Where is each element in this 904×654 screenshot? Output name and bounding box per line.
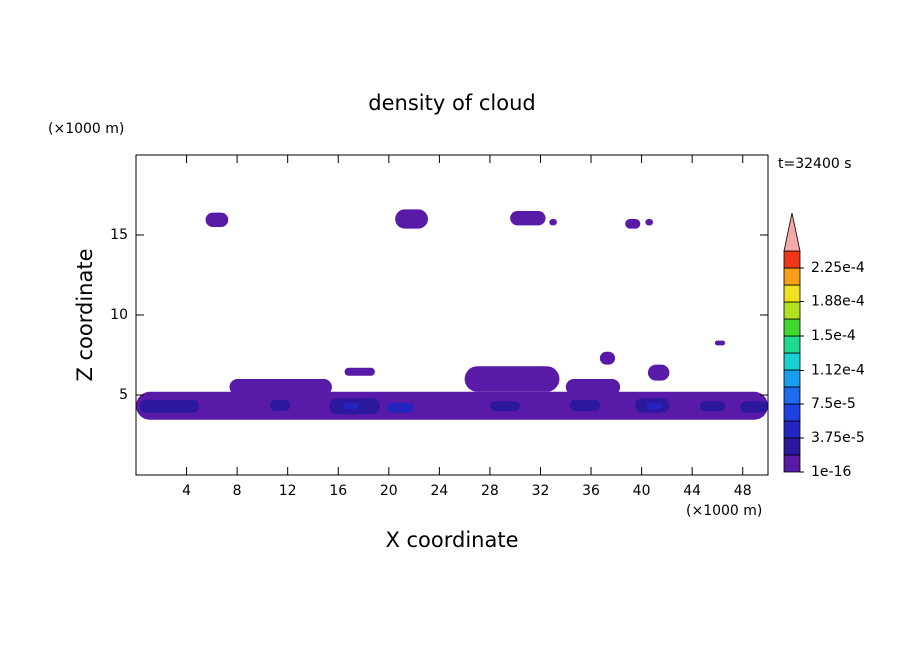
contour-region bbox=[343, 403, 359, 410]
contour-region bbox=[229, 379, 332, 395]
contour-region bbox=[647, 364, 670, 381]
contour-region bbox=[714, 340, 726, 346]
y-unit: (×1000 m) bbox=[48, 121, 124, 137]
contour-region bbox=[344, 367, 375, 376]
colorbar-box bbox=[783, 352, 801, 371]
colorbar-box bbox=[783, 301, 801, 320]
x-tick-label: 28 bbox=[481, 483, 499, 499]
colorbar-box bbox=[783, 437, 801, 456]
colorbar-tick-label: 1.12e-4 bbox=[811, 362, 865, 378]
colorbar-tick-label: 3.75e-5 bbox=[811, 430, 865, 446]
contour-region bbox=[569, 399, 600, 411]
x-tick-label: 44 bbox=[683, 483, 701, 499]
plot-frame bbox=[135, 154, 769, 476]
colorbar-box bbox=[783, 420, 801, 439]
x-tick-label: 16 bbox=[329, 483, 347, 499]
contour-region bbox=[510, 211, 546, 226]
x-tick-label: 40 bbox=[633, 483, 651, 499]
colorbar-extension bbox=[783, 212, 801, 252]
contour-region bbox=[269, 399, 291, 411]
x-axis-label: X coordinate bbox=[385, 528, 518, 552]
y-tick-label: 5 bbox=[119, 387, 128, 403]
contour-region bbox=[565, 379, 621, 395]
contour-region bbox=[136, 391, 768, 420]
colorbar-tick-label: 1.5e-4 bbox=[811, 328, 856, 344]
contour-region bbox=[386, 403, 415, 413]
contour-region bbox=[549, 219, 557, 226]
x-unit: (×1000 m) bbox=[686, 503, 762, 519]
y-axis-label: Z coordinate bbox=[73, 248, 97, 381]
colorbar-box bbox=[783, 250, 801, 269]
contour-region bbox=[625, 219, 641, 229]
contour-region bbox=[139, 399, 200, 413]
x-tick-label: 48 bbox=[734, 483, 752, 499]
y-tick-label: 10 bbox=[110, 307, 128, 323]
colorbar-box bbox=[783, 318, 801, 337]
x-tick-label: 12 bbox=[279, 483, 297, 499]
x-tick-label: 24 bbox=[430, 483, 448, 499]
colorbar-tick-label: 1e-16 bbox=[811, 464, 851, 480]
contour-region bbox=[645, 219, 653, 226]
colorbar-box bbox=[783, 454, 801, 473]
chart-title: density of cloud bbox=[368, 91, 535, 115]
contour-region bbox=[646, 403, 662, 410]
contour-region bbox=[205, 212, 229, 227]
subtitle: t=32400 s bbox=[778, 156, 852, 172]
x-tick-label: 8 bbox=[233, 483, 242, 499]
y-tick-label: 15 bbox=[110, 227, 128, 243]
x-tick-label: 36 bbox=[582, 483, 600, 499]
colorbar-box bbox=[783, 403, 801, 422]
contour-region bbox=[489, 401, 521, 411]
contour-region bbox=[395, 209, 428, 229]
contour-region bbox=[599, 351, 616, 365]
x-tick-label: 20 bbox=[380, 483, 398, 499]
colorbar-box bbox=[783, 267, 801, 286]
x-tick-label: 4 bbox=[182, 483, 191, 499]
colorbar-tick-label: 2.25e-4 bbox=[811, 260, 865, 276]
colorbar-box bbox=[783, 386, 801, 405]
colorbar-tick-label: 7.5e-5 bbox=[811, 396, 856, 412]
contour-region bbox=[464, 366, 560, 392]
contour-region bbox=[699, 401, 726, 411]
contour-region bbox=[740, 401, 768, 413]
x-tick-label: 32 bbox=[532, 483, 550, 499]
colorbar-box bbox=[783, 369, 801, 388]
colorbar-box bbox=[783, 335, 801, 354]
colorbar-tick-label: 1.88e-4 bbox=[811, 294, 865, 310]
colorbar-box bbox=[783, 284, 801, 303]
